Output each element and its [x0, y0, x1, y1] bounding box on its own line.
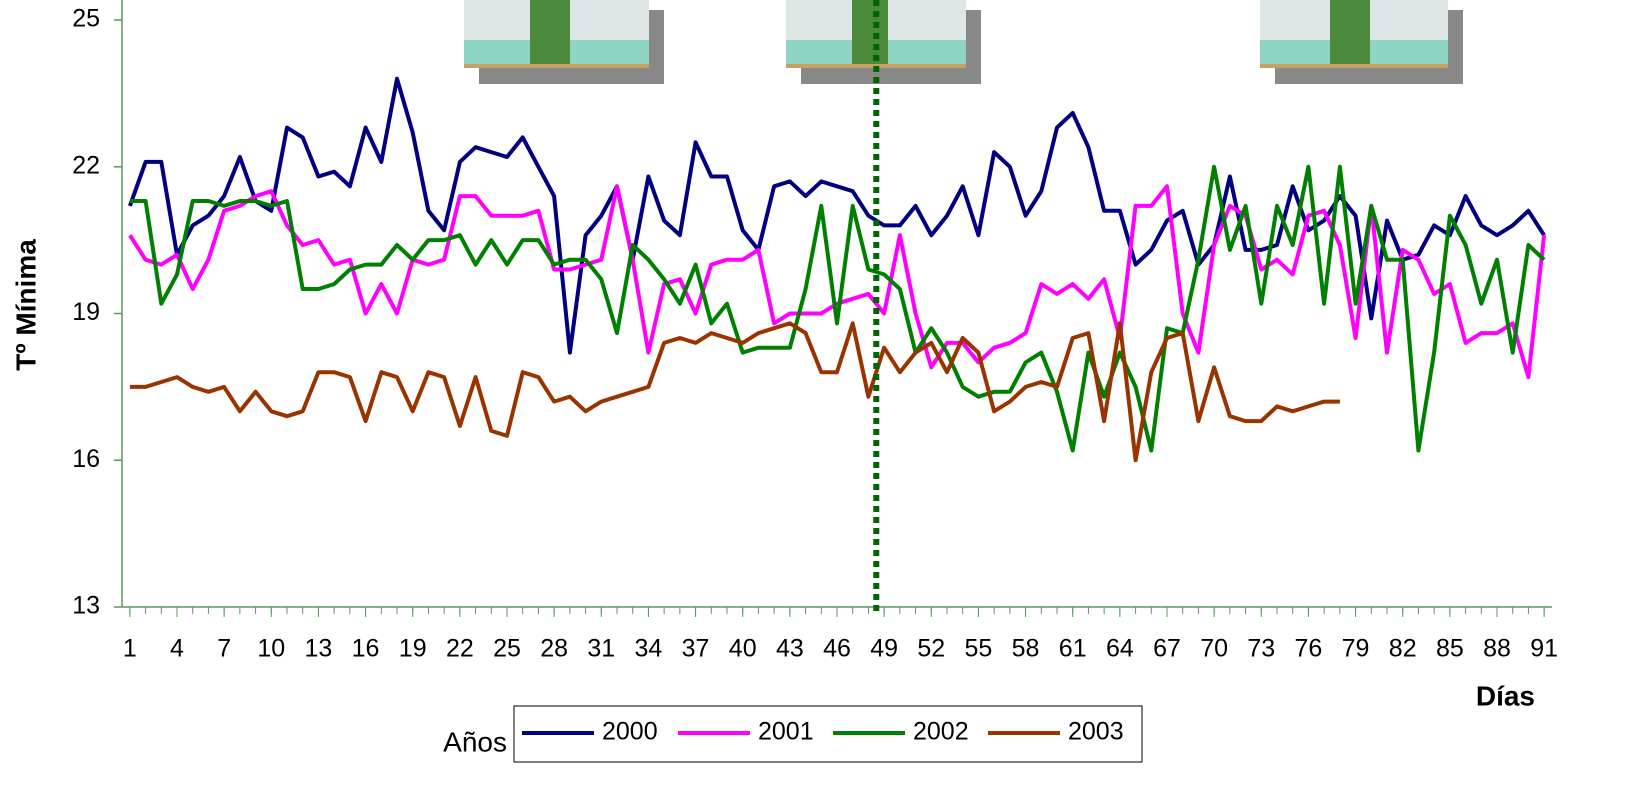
y-tick-label: 13 — [72, 592, 100, 620]
x-tick-label: 88 — [1483, 635, 1511, 663]
legend-title: Años — [443, 726, 507, 757]
x-tick-label: 85 — [1436, 635, 1464, 663]
x-tick-label: 31 — [587, 635, 615, 663]
x-tick-label: 64 — [1106, 635, 1134, 663]
photo-base — [464, 64, 649, 68]
x-tick-label: 67 — [1153, 635, 1181, 663]
y-axis-title: Tº Mínima — [10, 239, 41, 371]
x-tick-label: 16 — [352, 635, 380, 663]
x-tick-label: 1 — [123, 635, 137, 663]
x-tick-label: 43 — [776, 635, 804, 663]
y-tick-label: 19 — [72, 298, 100, 326]
x-tick-label: 70 — [1200, 635, 1228, 663]
x-tick-label: 10 — [257, 635, 285, 663]
photo-base — [1260, 64, 1448, 68]
series-line — [128, 184, 1547, 380]
photos — [464, 0, 1463, 84]
y-tick-label: 25 — [72, 5, 100, 33]
y-tick-label: 22 — [72, 151, 100, 179]
series-line — [129, 321, 1340, 463]
x-tick-label: 37 — [682, 635, 710, 663]
x-tick-label: 82 — [1389, 635, 1417, 663]
x-tick-label: 55 — [965, 635, 993, 663]
legend-label: 2000 — [602, 718, 658, 746]
x-tick-label: 79 — [1342, 635, 1370, 663]
x-tick-label: 40 — [729, 635, 757, 663]
series-line — [129, 164, 1546, 453]
x-tick-label: 58 — [1012, 635, 1040, 663]
x-tick-label: 91 — [1530, 635, 1558, 663]
series-line — [128, 76, 1546, 355]
y-tick-label: 16 — [72, 445, 100, 473]
x-tick-label: 61 — [1059, 635, 1087, 663]
x-tick-label: 22 — [446, 635, 474, 663]
x-tick-label: 49 — [870, 635, 898, 663]
x-axis-title: Días — [1476, 680, 1535, 711]
legend-label: 2001 — [758, 718, 814, 746]
legend-label: 2002 — [913, 718, 969, 746]
x-tick-label: 52 — [917, 635, 945, 663]
photo-plant — [1330, 0, 1370, 64]
x-tick-label: 28 — [540, 635, 568, 663]
x-tick-label: 7 — [217, 635, 231, 663]
photo-plant — [530, 0, 570, 64]
x-tick-label: 76 — [1295, 635, 1323, 663]
x-tick-label: 34 — [635, 635, 663, 663]
legend-label: 2003 — [1068, 718, 1124, 746]
x-tick-label: 46 — [823, 635, 851, 663]
photo-plant — [852, 0, 888, 64]
x-tick-label: 19 — [399, 635, 427, 663]
x-tick-label: 4 — [170, 635, 184, 663]
x-tick-label: 25 — [493, 635, 521, 663]
x-tick-label: 13 — [305, 635, 333, 663]
x-tick-label: 73 — [1247, 635, 1275, 663]
